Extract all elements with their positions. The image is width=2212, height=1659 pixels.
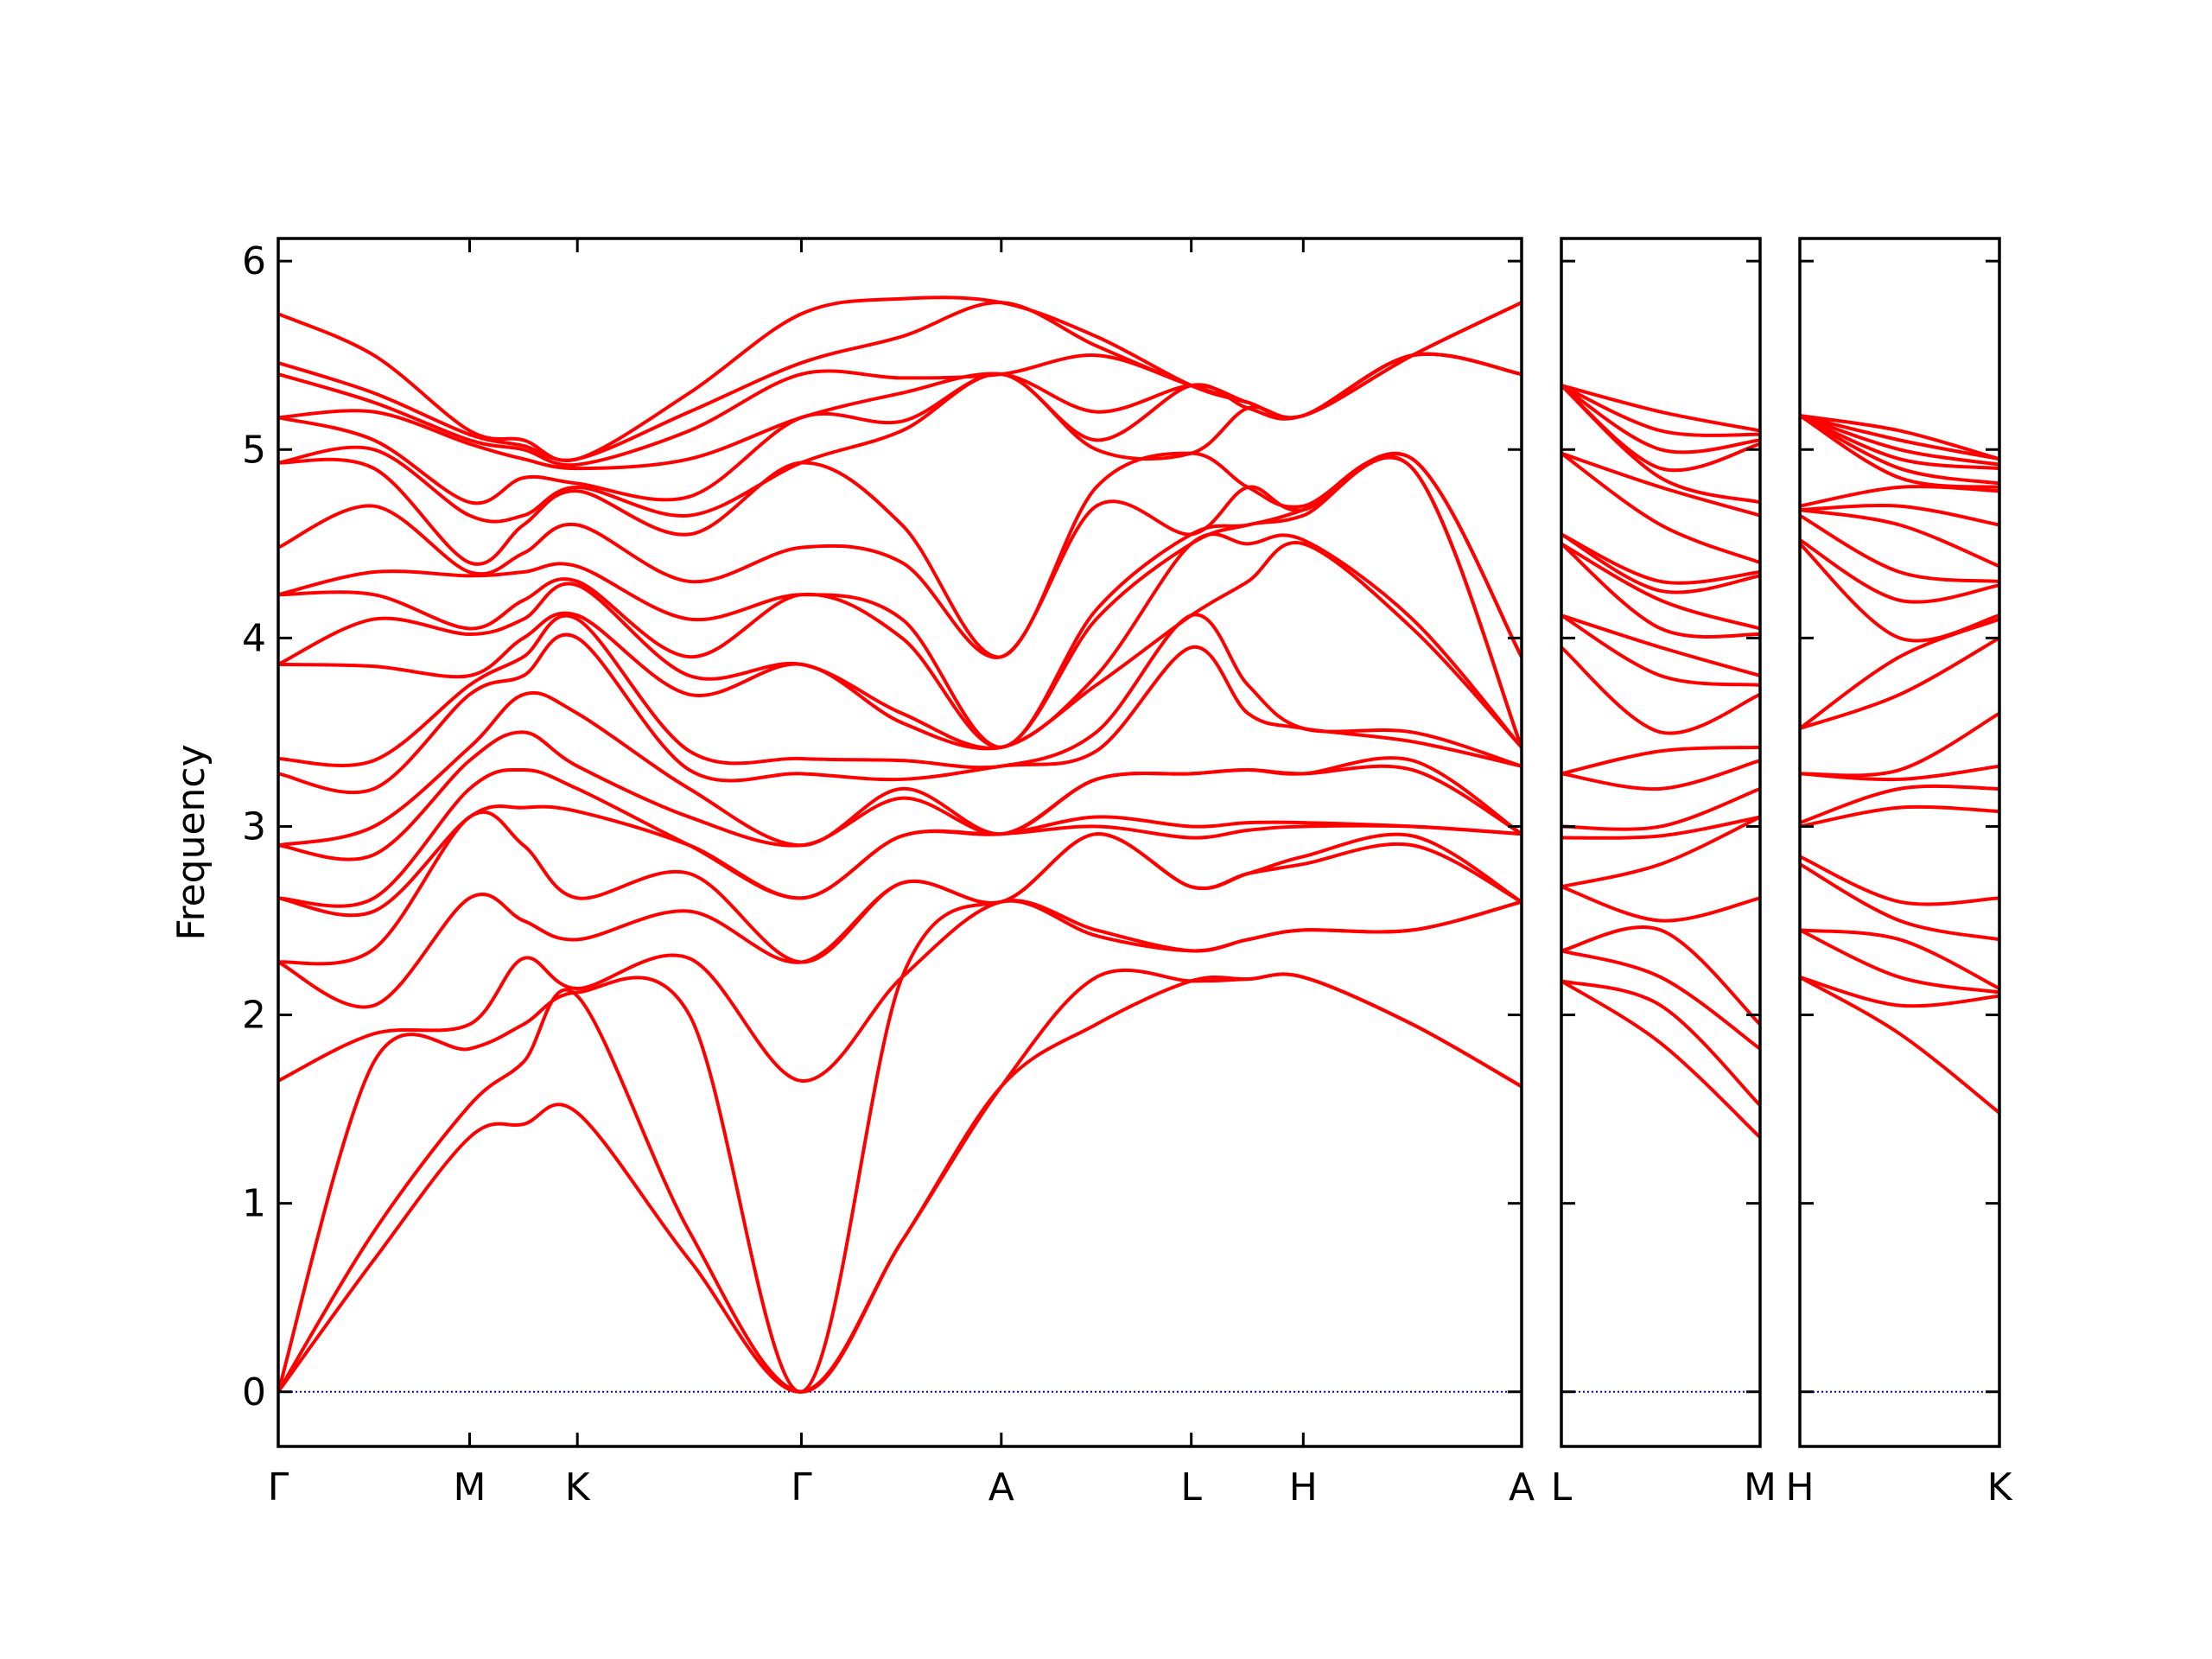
band-line (1800, 711, 1999, 778)
band-line (278, 455, 1522, 749)
band-line (1800, 538, 1999, 604)
band-line (1561, 542, 1760, 631)
band-line (1800, 513, 1999, 583)
band-line (1800, 414, 1999, 486)
band-line (1561, 759, 1760, 791)
x-tick-label: H (1785, 1465, 1814, 1510)
band-line (1800, 414, 1999, 467)
band-line (1561, 613, 1760, 687)
x-tick-label: K (565, 1465, 591, 1510)
band-line (278, 632, 1522, 795)
x-tick-label: L (1180, 1465, 1202, 1510)
band-line (278, 532, 1522, 750)
band-line (278, 899, 1522, 1083)
band-line (1561, 384, 1760, 437)
band-line (1800, 617, 1999, 730)
band-line (1561, 645, 1760, 735)
y-tick-label: 6 (242, 239, 266, 283)
band-line (1800, 928, 1999, 995)
band-line (1561, 786, 1760, 831)
band-line (1800, 804, 1999, 829)
band-line (1800, 636, 1999, 730)
panel-frame (1560, 237, 1762, 1448)
band-line (1800, 414, 1999, 471)
band-line (1561, 452, 1760, 564)
x-tick-label: Γ (791, 1465, 812, 1510)
band-line (1800, 508, 1999, 569)
band-line (1561, 925, 1760, 1026)
x-tick-label: M (454, 1465, 486, 1510)
band-line (1561, 384, 1760, 454)
band-line (1561, 613, 1760, 677)
band-line (278, 613, 1522, 770)
band-line (278, 296, 1522, 462)
band-line (1561, 384, 1760, 433)
band-line (1800, 414, 1999, 461)
band-line (278, 452, 1522, 659)
band-line (1561, 949, 1760, 1051)
band-line (1561, 745, 1760, 776)
band-line (278, 301, 1522, 462)
x-tick-label: M (1744, 1465, 1777, 1510)
band-line (1561, 815, 1760, 840)
band-line (1561, 451, 1760, 518)
plot-area (1561, 384, 1760, 1393)
panel-frame (1798, 237, 2001, 1448)
y-tick-label: 5 (242, 428, 266, 472)
panel: 0 1 2 3 4 5 6 Γ M K Γ A L H A (242, 237, 1535, 1510)
band-line (1800, 855, 1999, 906)
band-line (1561, 532, 1760, 594)
x-tick-label: A (988, 1465, 1014, 1510)
band-line (1800, 414, 1999, 461)
band-line (278, 899, 1522, 1394)
band-line (1561, 885, 1760, 923)
y-tick-label: 1 (242, 1182, 266, 1226)
band-line (278, 767, 1522, 908)
band-line (1800, 976, 1999, 1008)
panel-frame (276, 237, 1523, 1448)
band-line (278, 690, 1522, 848)
plot-area (278, 296, 1522, 1394)
band-line (278, 972, 1522, 1394)
band-line (1800, 485, 1999, 508)
plot-area (1800, 414, 1999, 1393)
x-tick-label: H (1289, 1465, 1318, 1510)
band-line (1800, 928, 1999, 990)
band-line (278, 451, 1522, 659)
y-tick-label: 2 (242, 994, 266, 1038)
x-tick-label: A (1509, 1465, 1535, 1510)
band-line (1561, 979, 1760, 1107)
y-tick-label: 3 (242, 804, 266, 849)
x-tick-label: K (1987, 1465, 2013, 1510)
band-line (1561, 384, 1760, 505)
band-line (1561, 532, 1760, 585)
band-line (1800, 784, 1999, 824)
band-line (1561, 384, 1760, 473)
band-line (1800, 862, 1999, 942)
band-line (278, 968, 1522, 1394)
band-line (278, 352, 1522, 471)
band-line (278, 540, 1522, 751)
band-line (1561, 542, 1760, 639)
x-tick-label: Γ (268, 1465, 289, 1510)
band-line (1561, 815, 1760, 889)
band-line (1800, 542, 1999, 643)
y-tick-label: 4 (242, 616, 266, 660)
band-line (1800, 503, 1999, 527)
band-line (1561, 979, 1760, 1139)
band-line (1800, 976, 1999, 1115)
x-tick-label: L (1551, 1465, 1573, 1510)
y-tick-label: 0 (242, 1370, 266, 1414)
band-line (1800, 414, 1999, 489)
y-axis-label: Frequency (169, 744, 213, 940)
band-line (278, 352, 1522, 467)
